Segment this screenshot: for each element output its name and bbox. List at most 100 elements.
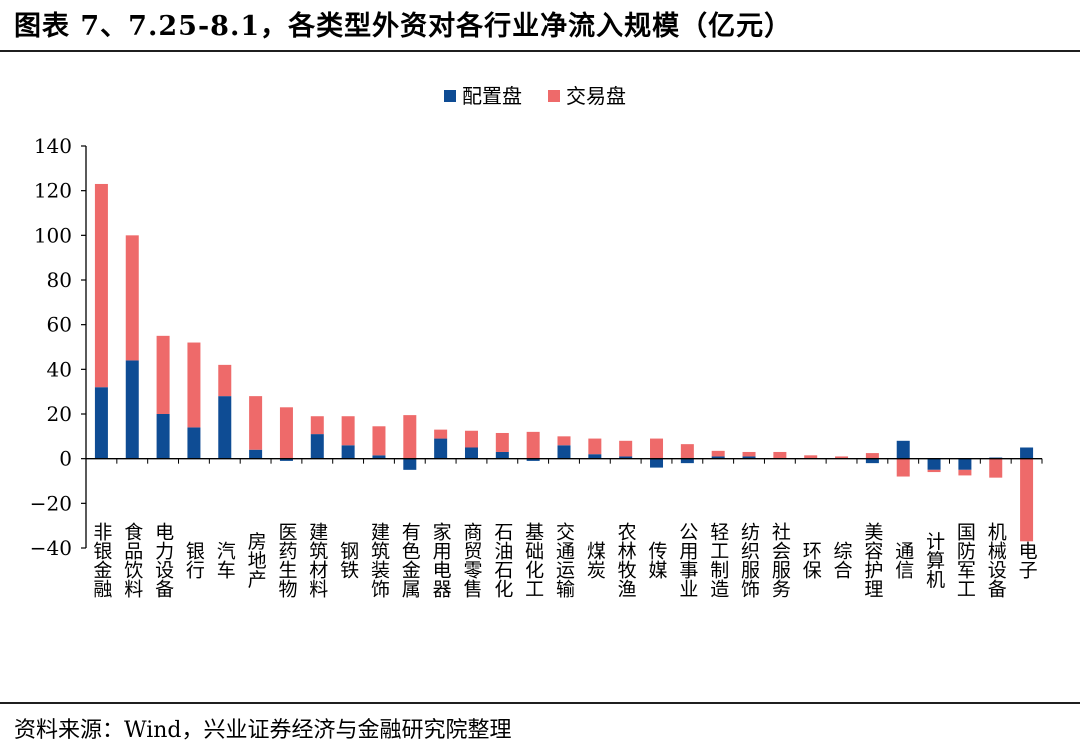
x-category-label: 非银金融 (90, 522, 112, 598)
x-category-label: 电力设备 (152, 522, 174, 598)
bar-allocation (742, 456, 756, 459)
x-category-label: 汽车 (214, 541, 236, 579)
bar-allocation (249, 449, 263, 459)
x-category-label: 食品饮料 (121, 522, 143, 598)
bar-trading (218, 364, 232, 397)
bar-trading (279, 407, 293, 459)
y-tick-label: 20 (47, 402, 72, 426)
x-category-label: 传媒 (646, 541, 668, 579)
legend-swatch (444, 90, 456, 102)
y-tick-label: 140 (34, 134, 72, 158)
x-category-label: 计算机 (923, 531, 945, 588)
x-category-label: 电子 (1016, 541, 1038, 579)
bar-trading (310, 416, 324, 435)
x-category-label: 银行 (183, 541, 205, 579)
y-tick-label: 40 (47, 357, 72, 381)
bar-trading (341, 416, 355, 446)
x-category-label: 美容护理 (861, 522, 883, 598)
bar-allocation (403, 458, 417, 470)
bar-trading (958, 469, 972, 476)
bar-trading (187, 342, 201, 428)
x-category-label: 国防军工 (954, 522, 976, 598)
x-category-label: 有色金属 (399, 522, 421, 599)
source-note: 资料来源：Wind，兴业证券经济与金融研究院整理 (14, 718, 512, 743)
x-category-label: 纺织服饰 (738, 522, 760, 598)
legend-label: 交易盘 (566, 84, 626, 108)
bar-allocation (526, 458, 540, 461)
y-tick-label: 60 (47, 313, 72, 337)
x-category-label: 机械设备 (985, 522, 1007, 598)
bar-allocation (187, 427, 201, 459)
bar-allocation (434, 438, 448, 459)
x-category-label: 家用电器 (430, 522, 452, 598)
bar-trading (249, 396, 263, 450)
bar-trading (1020, 458, 1034, 542)
stacked-bar-chart: 140 120 100 80 60 40 20 0 −20 −40 非银金融 食品饮料 电力设备 银行 汽车… (30, 84, 1043, 599)
y-tick-label: 80 (47, 268, 72, 292)
legend-label: 配置盘 (462, 84, 522, 108)
bar-trading (835, 456, 849, 459)
bar-trading (495, 432, 509, 452)
page-title: 图表 7、7.25-8.1，各类型外资对各行业净流入规模（亿元） (14, 11, 793, 42)
x-category-label: 农林牧渔 (615, 522, 637, 598)
bar-trading (125, 235, 139, 361)
y-tick-label: 0 (59, 447, 72, 471)
x-category-label: 综合 (831, 541, 853, 579)
bar-allocation (680, 458, 694, 464)
y-tick-label: −40 (30, 536, 72, 560)
x-category-label: 钢铁 (337, 541, 359, 579)
x-category-label: 石油石化 (491, 522, 513, 598)
bar-trading (711, 450, 725, 457)
bar-allocation (218, 396, 232, 459)
bar-trading (372, 426, 386, 456)
bar-trading (804, 455, 818, 459)
bar-allocation (372, 455, 386, 459)
chart-container: 140 120 100 80 60 40 20 0 −20 −40 非银金融 食品饮料 电力设备 银行 汽车… (0, 56, 1080, 698)
bar-trading (742, 451, 756, 457)
x-category-label: 基础化工 (522, 522, 544, 598)
x-category-label: 公用事业 (676, 522, 698, 598)
bar-trading (94, 183, 108, 388)
bar-allocation (588, 454, 602, 459)
bar-allocation (94, 387, 108, 459)
x-category-label: 商贸零售 (460, 522, 482, 598)
bar-allocation (279, 458, 293, 461)
x-category-label: 煤炭 (584, 541, 606, 579)
x-category-label: 通信 (892, 541, 914, 579)
bar-trading (650, 438, 664, 459)
x-category-label: 房地产 (245, 531, 267, 588)
bar-trading (927, 469, 941, 473)
bar-allocation (557, 445, 571, 459)
bar-allocation (341, 445, 355, 459)
x-category-label: 建筑装饰 (368, 522, 390, 598)
bar-trading (434, 429, 448, 439)
bar-allocation (495, 451, 509, 459)
bar-allocation (958, 458, 972, 470)
y-tick-label: 120 (34, 179, 72, 203)
bar-allocation (125, 360, 139, 459)
bar-trading (773, 451, 787, 459)
bar-allocation (1020, 447, 1034, 459)
bar-trading (989, 458, 1003, 478)
bar-trading (619, 440, 633, 457)
source-bar: 资料来源：Wind，兴业证券经济与金融研究院整理 (0, 702, 1080, 748)
bar-trading (557, 436, 571, 446)
bar-allocation (865, 458, 879, 464)
x-category-label: 交通运输 (553, 522, 575, 598)
bar-allocation (650, 458, 664, 468)
x-category-label: 社会服务 (769, 522, 791, 598)
bar-allocation (464, 447, 478, 459)
bar-trading (403, 415, 417, 459)
bar-trading (896, 458, 910, 477)
bar-trading (156, 335, 170, 414)
bar-allocation (310, 434, 324, 459)
bar-allocation (619, 456, 633, 459)
bar-allocation (927, 458, 941, 470)
bar-trading (526, 431, 540, 459)
bar-trading (865, 453, 879, 459)
bar-allocation (711, 456, 725, 459)
bar-trading (464, 430, 478, 448)
x-category-label: 环保 (800, 541, 822, 579)
bar-allocation (896, 440, 910, 459)
title-bar: 图表 7、7.25-8.1，各类型外资对各行业净流入规模（亿元） (0, 0, 1080, 52)
